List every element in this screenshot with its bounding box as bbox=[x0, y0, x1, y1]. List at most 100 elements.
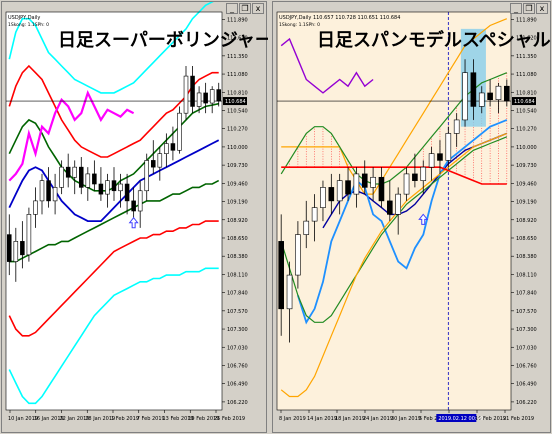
y-tick-label: 108.920 bbox=[516, 218, 537, 224]
price-tag bbox=[223, 97, 247, 106]
restore-icon[interactable]: ❐ bbox=[523, 3, 535, 14]
y-tick-label: 107.840 bbox=[516, 291, 537, 297]
candle-body bbox=[295, 234, 301, 276]
plot-background bbox=[6, 12, 222, 410]
right-chart-svg: 111.890 111.620 111.350 111.080 110.810 110.5… bbox=[276, 11, 551, 422]
x-tick-label: 30 Jan 2019 bbox=[391, 416, 421, 422]
left-window-buttons: _ ❐ x bbox=[226, 3, 264, 15]
y-tick-label: 109.190 bbox=[516, 200, 537, 206]
y-tick-label: 109.460 bbox=[516, 181, 537, 187]
series-line-1 bbox=[280, 72, 508, 185]
minimize-icon[interactable]: _ bbox=[226, 3, 238, 14]
x-tick-label: 8 Jan 2019 bbox=[279, 416, 306, 422]
series-line-5 bbox=[8, 220, 219, 337]
y-tick-label: 107.300 bbox=[227, 327, 248, 333]
candle-body bbox=[111, 180, 117, 192]
overlay-title: 日足スーパーボリンジャー bbox=[58, 30, 268, 51]
candle-body bbox=[303, 220, 310, 235]
left-chart-svg: 111.890 111.620 111.350 111.080 110.810 110.5… bbox=[5, 2, 268, 422]
y-tick-label: 107.030 bbox=[227, 345, 248, 351]
candle-body bbox=[183, 75, 189, 114]
price-tag-label: 110.684 bbox=[514, 99, 535, 105]
series-line-0 bbox=[8, 2, 214, 94]
y-tick-label: 110.270 bbox=[227, 127, 248, 133]
y-tick-label: 110.810 bbox=[516, 90, 537, 96]
series-line-3 bbox=[8, 139, 220, 222]
x-tick-label: 25 Feb 2019 bbox=[214, 416, 245, 422]
candle-body bbox=[412, 173, 418, 181]
candle-body bbox=[137, 190, 143, 212]
y-tick-label: 111.620 bbox=[227, 36, 248, 42]
y-tick-label: 108.920 bbox=[227, 218, 248, 224]
x-tick-label: 13 Feb 2019 bbox=[163, 416, 194, 422]
y-tick-label: 109.190 bbox=[227, 200, 248, 206]
y-tick-label: 109.730 bbox=[227, 163, 248, 169]
restore-icon[interactable]: ❐ bbox=[239, 3, 251, 14]
candle-body bbox=[196, 92, 202, 107]
y-tick-label: 110.810 bbox=[227, 90, 248, 96]
plot-frame bbox=[276, 11, 512, 411]
candle-body bbox=[361, 173, 368, 188]
series-line-7 bbox=[281, 166, 507, 185]
candle-body bbox=[151, 160, 156, 168]
y-tick-label: 106.760 bbox=[516, 363, 537, 369]
candle-body bbox=[478, 92, 485, 107]
candle-body bbox=[118, 183, 123, 192]
candle-body bbox=[428, 153, 435, 168]
y-tick-label: 107.840 bbox=[227, 291, 248, 297]
candle-body bbox=[33, 200, 38, 215]
right-chart-window[interactable]: _ ❐ x 111.890 111.620 111.350 111.080 110.81… bbox=[271, 0, 552, 434]
candle-body bbox=[52, 187, 58, 202]
arrow-up-icon bbox=[418, 213, 429, 225]
y-tick-label: 108.380 bbox=[227, 254, 248, 260]
close-icon[interactable]: x bbox=[536, 3, 548, 14]
candle-body bbox=[420, 166, 427, 181]
y-tick-label: 111.620 bbox=[516, 36, 537, 42]
y-tick-label: 107.570 bbox=[227, 309, 248, 315]
x-tick-label: 24 Jan 2019 bbox=[363, 416, 393, 422]
y-tick-label: 111.890 bbox=[227, 17, 248, 23]
y-tick-label: 106.220 bbox=[227, 400, 248, 406]
series-line-4 bbox=[280, 136, 508, 323]
candle-body bbox=[278, 241, 284, 310]
candle-body bbox=[216, 89, 221, 102]
y-tick-label: 106.760 bbox=[227, 363, 248, 369]
overlay-title: 日足スパンモデルスペシャル bbox=[317, 29, 551, 51]
candle-body bbox=[462, 72, 468, 121]
left-chart-window[interactable]: _ ❐ x 111.890 111.620 111.350 111.080 110.81… bbox=[0, 0, 268, 434]
candle-body bbox=[105, 180, 110, 195]
candle-body bbox=[59, 166, 64, 188]
candle-body bbox=[170, 143, 176, 151]
candle-body bbox=[395, 193, 401, 215]
candle-body bbox=[85, 173, 91, 188]
candle-body bbox=[144, 160, 149, 192]
candle-body bbox=[26, 214, 32, 256]
x-tick-label: 16 Jan 2019 bbox=[34, 416, 64, 422]
price-tag bbox=[512, 97, 536, 106]
series-line-3 bbox=[297, 119, 508, 325]
y-tick-label: 107.300 bbox=[516, 327, 537, 333]
close-icon[interactable]: x bbox=[252, 3, 264, 14]
candle-body bbox=[345, 180, 351, 195]
y-tick-label: 110.540 bbox=[227, 108, 248, 114]
x-tick-label: 19 Feb 2019 bbox=[188, 416, 219, 422]
candle-body bbox=[403, 173, 410, 195]
arrow-up-icon bbox=[128, 216, 139, 229]
y-tick-label: 111.080 bbox=[516, 72, 537, 78]
x-tick-label: 21 Feb 2019 bbox=[503, 416, 534, 422]
y-tick-label: 107.570 bbox=[516, 309, 537, 315]
candle-body bbox=[504, 85, 510, 102]
candle-body bbox=[320, 187, 326, 208]
x-tick-label: 28 Jan 2019 bbox=[85, 416, 115, 422]
y-tick-label: 111.350 bbox=[227, 54, 248, 60]
series-line-6 bbox=[280, 37, 374, 94]
series-line-4 bbox=[9, 179, 220, 263]
right-window-buttons: _ ❐ x bbox=[510, 3, 548, 15]
y-tick-label: 106.490 bbox=[227, 382, 248, 388]
minimize-icon[interactable]: _ bbox=[510, 3, 522, 14]
candle-body bbox=[92, 173, 97, 185]
y-tick-label: 108.650 bbox=[516, 236, 537, 242]
candle-body bbox=[437, 153, 443, 161]
candle-body bbox=[177, 112, 182, 151]
y-tick-label: 110.000 bbox=[227, 145, 248, 151]
